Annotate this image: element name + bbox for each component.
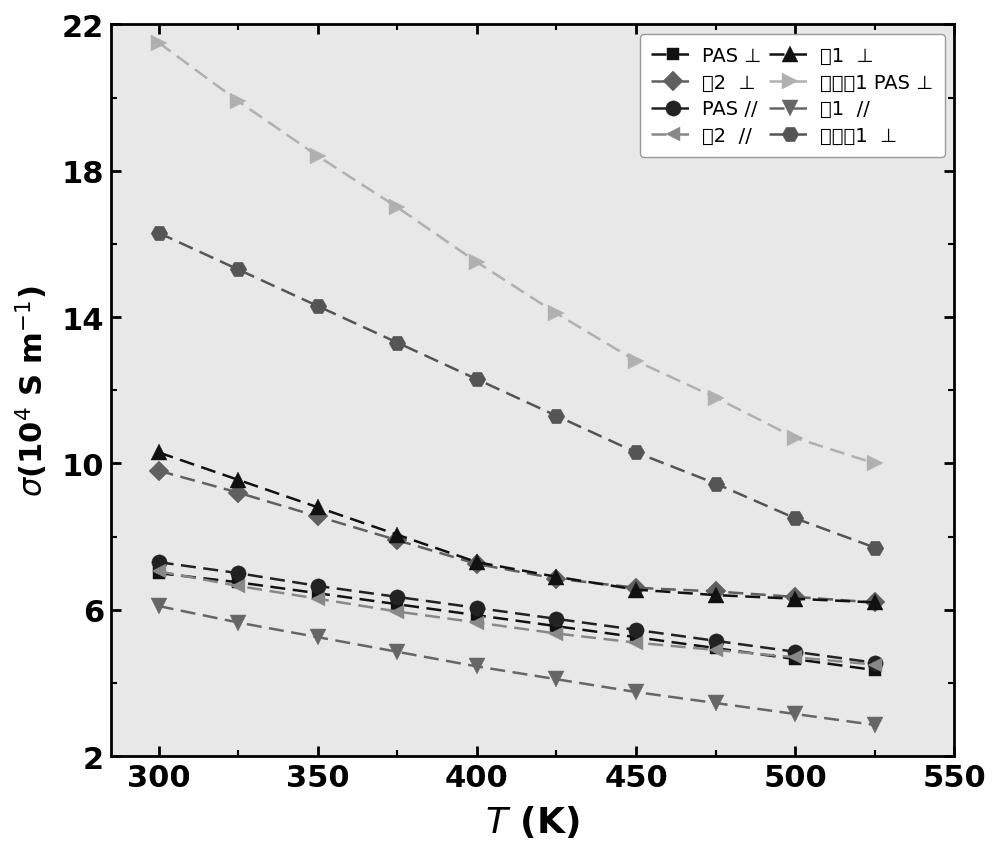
对比例1  ⊥ bbox=[869, 543, 881, 553]
PAS ⊥ bbox=[312, 589, 324, 599]
PAS // bbox=[789, 647, 801, 657]
例2  // bbox=[869, 659, 881, 670]
对比例1 PAS ⊥ bbox=[312, 152, 324, 162]
Line: PAS ⊥: PAS ⊥ bbox=[152, 567, 881, 676]
Line: 例2  //: 例2 // bbox=[152, 565, 882, 672]
X-axis label: $\mathit{T}$ (K): $\mathit{T}$ (K) bbox=[485, 804, 580, 839]
例1  ⊥ bbox=[630, 585, 642, 595]
Y-axis label: $\sigma$(10$^{4}$ S m$^{-1}$): $\sigma$(10$^{4}$ S m$^{-1}$) bbox=[14, 285, 50, 496]
例1  // bbox=[710, 698, 722, 708]
例1  // bbox=[471, 662, 483, 672]
PAS ⊥ bbox=[789, 654, 801, 664]
例2  ⊥ bbox=[789, 592, 801, 602]
PAS // bbox=[312, 581, 324, 591]
PAS ⊥ bbox=[630, 632, 642, 642]
对比例1 PAS ⊥ bbox=[550, 309, 562, 319]
例2  // bbox=[789, 653, 801, 663]
对比例1 PAS ⊥ bbox=[789, 433, 801, 444]
Line: PAS //: PAS // bbox=[151, 554, 882, 670]
例1  ⊥ bbox=[232, 475, 244, 485]
例2  ⊥ bbox=[312, 512, 324, 522]
对比例1 PAS ⊥ bbox=[630, 357, 642, 367]
例2  // bbox=[550, 629, 562, 639]
Line: 例2  ⊥: 例2 ⊥ bbox=[152, 464, 882, 610]
PAS // bbox=[391, 592, 403, 602]
Line: 对比例1 PAS ⊥: 对比例1 PAS ⊥ bbox=[150, 35, 883, 473]
例2  ⊥ bbox=[630, 583, 642, 593]
对比例1  ⊥ bbox=[312, 302, 324, 312]
PAS ⊥ bbox=[471, 611, 483, 621]
PAS // bbox=[471, 603, 483, 613]
PAS ⊥ bbox=[550, 621, 562, 631]
PAS // bbox=[710, 636, 722, 647]
例2  // bbox=[232, 581, 244, 591]
PAS // bbox=[630, 625, 642, 635]
对比例1 PAS ⊥ bbox=[153, 38, 165, 49]
Line: 对比例1  ⊥: 对比例1 ⊥ bbox=[150, 225, 883, 556]
对比例1  ⊥ bbox=[391, 338, 403, 348]
例2  // bbox=[630, 638, 642, 648]
例1  // bbox=[232, 618, 244, 628]
例1  ⊥ bbox=[710, 590, 722, 601]
例2  ⊥ bbox=[710, 587, 722, 597]
例2  // bbox=[391, 606, 403, 617]
对比例1 PAS ⊥ bbox=[391, 203, 403, 213]
对比例1 PAS ⊥ bbox=[232, 97, 244, 107]
PAS ⊥ bbox=[391, 600, 403, 610]
对比例1 PAS ⊥ bbox=[710, 393, 722, 403]
PAS // bbox=[153, 557, 165, 567]
例1  // bbox=[312, 632, 324, 642]
例1  ⊥ bbox=[391, 530, 403, 540]
例1  // bbox=[153, 601, 165, 612]
对比例1  ⊥ bbox=[789, 514, 801, 524]
例1  ⊥ bbox=[312, 502, 324, 513]
对比例1  ⊥ bbox=[550, 411, 562, 421]
例2  // bbox=[153, 566, 165, 577]
对比例1  ⊥ bbox=[630, 448, 642, 458]
例2  ⊥ bbox=[153, 466, 165, 476]
例2  // bbox=[471, 618, 483, 628]
例1  // bbox=[391, 647, 403, 657]
例2  // bbox=[312, 594, 324, 604]
PAS ⊥ bbox=[232, 577, 244, 588]
例2  ⊥ bbox=[471, 560, 483, 570]
PAS ⊥ bbox=[710, 643, 722, 653]
Line: 例1  //: 例1 // bbox=[151, 599, 882, 733]
Legend: PAS ⊥, 例2  ⊥, PAS //, 例2  //, 例1  ⊥, 对比例1 PAS ⊥, 例1  //, 对比例1  ⊥: PAS ⊥, 例2 ⊥, PAS //, 例2 //, 例1 ⊥, 对比例1 P… bbox=[640, 35, 945, 158]
例1  ⊥ bbox=[869, 598, 881, 608]
对比例1 PAS ⊥ bbox=[471, 258, 483, 268]
对比例1  ⊥ bbox=[232, 265, 244, 276]
例1  // bbox=[630, 688, 642, 698]
对比例1  ⊥ bbox=[153, 229, 165, 239]
对比例1  ⊥ bbox=[471, 374, 483, 385]
例1  // bbox=[550, 675, 562, 685]
例1  ⊥ bbox=[550, 572, 562, 583]
Line: 例1  ⊥: 例1 ⊥ bbox=[151, 445, 882, 611]
例1  ⊥ bbox=[153, 448, 165, 458]
PAS // bbox=[550, 614, 562, 624]
例2  ⊥ bbox=[550, 574, 562, 584]
对比例1 PAS ⊥ bbox=[869, 459, 881, 469]
例2  ⊥ bbox=[869, 598, 881, 608]
例2  // bbox=[710, 645, 722, 655]
例2  ⊥ bbox=[232, 488, 244, 498]
例2  ⊥ bbox=[391, 536, 403, 546]
PAS // bbox=[232, 568, 244, 578]
例1  // bbox=[869, 720, 881, 730]
例1  ⊥ bbox=[471, 557, 483, 567]
PAS // bbox=[869, 658, 881, 668]
PAS ⊥ bbox=[153, 568, 165, 578]
例1  // bbox=[789, 709, 801, 719]
例1  ⊥ bbox=[789, 594, 801, 604]
对比例1  ⊥ bbox=[710, 479, 722, 489]
PAS ⊥ bbox=[869, 665, 881, 676]
